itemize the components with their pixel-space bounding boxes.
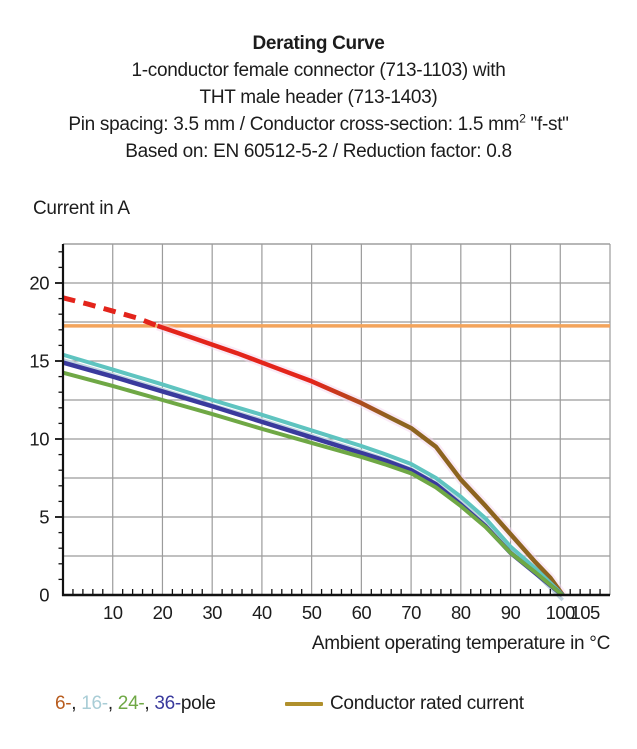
- x-tick-label-10: 10: [103, 602, 123, 623]
- x-tick-label-50: 50: [302, 602, 322, 623]
- y-tick-label-5: 5: [39, 507, 49, 528]
- curve-6-pole: [156, 323, 565, 597]
- chart-title: Derating Curve: [252, 33, 385, 54]
- legend: 6-, 16-, 24-, 36-pole Conductor rated cu…: [0, 690, 637, 724]
- x-tick-label-40: 40: [252, 602, 272, 623]
- y-tick-label-10: 10: [29, 429, 49, 450]
- x-tick-label-70: 70: [401, 602, 421, 623]
- y-tick-label-0: 0: [39, 585, 49, 606]
- legend-rated-current: Conductor rated current: [285, 693, 524, 715]
- legend-pole-segment-5: ,: [144, 693, 155, 714]
- legend-pole-segment-1: ,: [71, 693, 82, 714]
- chart-subtitle-header: THT male header (713-1403): [199, 87, 438, 108]
- x-tick-label-30: 30: [202, 602, 222, 623]
- curve-halo-6-pole: [156, 321, 567, 598]
- x-tick-label-20: 20: [153, 602, 173, 623]
- rated-current-label: Conductor rated current: [330, 693, 524, 714]
- y-axis-title: Current in A: [33, 198, 130, 219]
- curve-24-pole: [62, 370, 564, 597]
- x-tick-label-90: 90: [501, 602, 521, 623]
- x-tick-label-60: 60: [352, 602, 372, 623]
- legend-pole-segment-4: 24-: [117, 693, 145, 714]
- x-axis-title: Ambient operating temperature in °C: [311, 633, 610, 654]
- legend-pole-segment-6: 36-: [154, 693, 181, 714]
- legend-pole-counts: 6-, 16-, 24-, 36-pole: [55, 693, 216, 715]
- x-tick-label-105: 105: [570, 602, 600, 623]
- rated-current-line-swatch: [285, 702, 323, 706]
- legend-pole-segment-0: 6-: [55, 693, 72, 714]
- curve-36-pole: [62, 360, 564, 597]
- y-tick-label-20: 20: [29, 273, 49, 294]
- title-block: Derating Curve 1-conductor female connec…: [0, 30, 637, 165]
- chart-subtitle-connector: 1-conductor female connector (713-1103) …: [131, 60, 506, 81]
- chart-subtitle-spec: Pin spacing: 3.5 mm / Conductor cross-se…: [68, 111, 569, 135]
- legend-pole-segment-7: pole: [180, 693, 216, 714]
- x-tick-label-100: 100: [546, 602, 576, 623]
- x-tick-label-80: 80: [451, 602, 471, 623]
- curve-16-pole: [62, 352, 565, 597]
- y-tick-label-15: 15: [29, 351, 49, 372]
- chart-subtitle-standard: Based on: EN 60512-5-2 / Reduction facto…: [125, 141, 512, 162]
- legend-pole-segment-2: 16-: [81, 693, 108, 714]
- curve-6-pole-theoretical-above-rated-current-: [62, 295, 159, 329]
- curve-shadow-16-pole: [62, 358, 564, 602]
- legend-pole-segment-3: ,: [107, 693, 118, 714]
